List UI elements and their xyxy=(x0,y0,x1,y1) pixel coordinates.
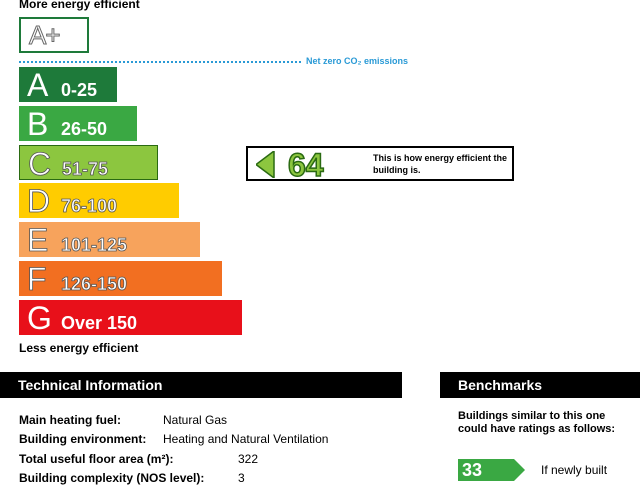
net-zero-dotted-line xyxy=(19,61,301,63)
band-a-range: 0-25 xyxy=(61,80,98,100)
field-heating-fuel-label: Main heating fuel: xyxy=(19,413,121,427)
band-a: A 0-25 xyxy=(19,67,117,103)
benchmark-new-build-value: 33 xyxy=(462,460,483,480)
band-f-range: 126-150 xyxy=(61,274,128,295)
field-environment-label: Building environment: xyxy=(19,432,146,446)
band-a-letter: A xyxy=(27,67,49,103)
field-label: Total useful floor area (m²): xyxy=(19,452,174,466)
field-complexity-label: Building complexity (NOS level): xyxy=(19,471,204,485)
band-e: E 101-125 xyxy=(19,222,200,259)
benchmarks-heading: Benchmarks xyxy=(440,372,640,398)
band-f: F 126-150 xyxy=(19,261,222,298)
field-floor-area-label: Total useful floor area (m²): xyxy=(19,452,173,466)
band-g: G Over 150 xyxy=(19,300,242,336)
aplus-label: A+ xyxy=(29,20,62,51)
band-d-range: 76-100 xyxy=(61,196,118,217)
more-efficient-label: More energy efficient xyxy=(19,0,140,11)
rating-value: 64 xyxy=(287,146,324,184)
field-label: Building environment: xyxy=(19,432,147,446)
field-floor-area-value: 322 xyxy=(238,452,259,466)
band-c-range: 51-75 xyxy=(62,159,109,180)
benchmarks-description: Buildings similar to this one could have… xyxy=(458,410,616,435)
field-label: Building complexity (NOS level): xyxy=(19,471,205,485)
band-g-range: Over 150 xyxy=(61,313,138,333)
band-b-letter: B xyxy=(27,106,49,142)
band-d: D 76-100 xyxy=(19,183,179,220)
band-e-range: 101-125 xyxy=(61,235,128,256)
rating-indicator: 64 This is how energy efficient the buil… xyxy=(246,146,514,184)
less-efficient-label: Less energy efficient xyxy=(19,341,139,355)
rating-arrow-icon xyxy=(256,151,275,178)
benchmark-new-build-tag: 33 xyxy=(458,459,526,486)
aplus-band: A+ xyxy=(19,17,89,53)
band-b: B 26-50 xyxy=(19,106,137,142)
band-e-letter: E xyxy=(27,222,49,259)
field-heating-fuel-value: Natural Gas xyxy=(163,413,228,427)
band-c: C 51-75 xyxy=(19,145,158,183)
technical-information-heading: Technical Information xyxy=(0,372,402,398)
net-zero-label: Net zero CO₂ emissions xyxy=(306,56,409,66)
band-d-letter: D xyxy=(27,183,51,220)
benchmark-arrow-icon xyxy=(458,459,525,481)
benchmark-new-build-label: If newly built xyxy=(541,463,608,477)
band-f-letter: F xyxy=(27,261,47,298)
band-c-letter: C xyxy=(28,146,52,183)
rating-description: This is how energy efficient the buildin… xyxy=(373,153,508,175)
field-label: Main heating fuel: xyxy=(19,413,121,427)
field-complexity-value: 3 xyxy=(238,471,245,485)
band-g-letter: G xyxy=(27,300,52,336)
band-b-range: 26-50 xyxy=(61,119,108,139)
field-environment-value: Heating and Natural Ventilation xyxy=(163,432,329,446)
